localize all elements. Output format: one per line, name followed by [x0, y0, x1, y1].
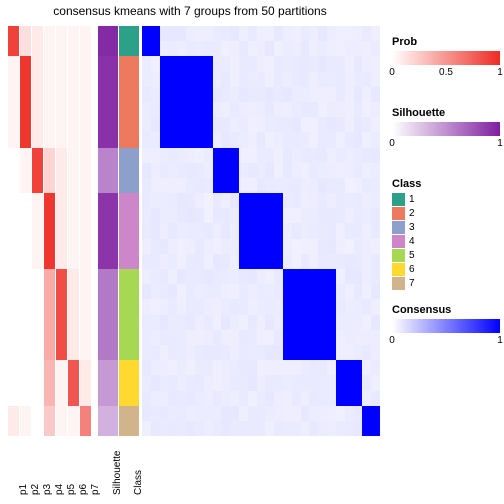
legend-class-item-4: 4 [392, 235, 500, 248]
legend-class-item-6: 6 [392, 263, 500, 276]
legend-sil: Silhouette 01 [392, 107, 500, 164]
legend-tick: 1 [497, 138, 503, 149]
legend-sil-ramp [392, 122, 500, 136]
swatch-icon [392, 235, 405, 248]
xlabel-p4: p4 [54, 484, 65, 495]
legend-class-label: 2 [409, 208, 415, 219]
xlabel-p3: p3 [42, 484, 53, 495]
legend-consensus-ticks: 01 [392, 335, 500, 361]
prob-col-p2 [20, 26, 31, 436]
legend-class-item-1: 1 [392, 193, 500, 206]
consensus-matrix [142, 26, 380, 436]
legend-class-label: 6 [409, 264, 415, 275]
legend-prob: Prob 00.51 [392, 36, 500, 93]
xlabel-silhouette: Silhouette [112, 451, 123, 495]
swatch-icon [392, 277, 405, 290]
swatch-icon [392, 249, 405, 262]
xlabel-p2: p2 [30, 484, 41, 495]
heatmap-panel [8, 26, 380, 436]
prob-col-p5 [56, 26, 67, 436]
legend-tick: 1 [497, 67, 503, 78]
prob-col-p6 [68, 26, 79, 436]
xlabel-class: Class [133, 470, 144, 495]
xlabel-p5: p5 [66, 484, 77, 495]
xlabel-p1: p1 [18, 484, 29, 495]
silhouette-column [98, 26, 118, 436]
legend-panel: Prob 00.51 Silhouette 01 Class 1234567 C… [392, 36, 500, 375]
swatch-icon [392, 193, 405, 206]
legend-class-item-5: 5 [392, 249, 500, 262]
legend-prob-ramp [392, 51, 500, 65]
legend-class-label: 1 [409, 194, 415, 205]
legend-class-title: Class [392, 178, 500, 190]
legend-tick: 0 [389, 67, 395, 78]
prob-col-p3 [32, 26, 43, 436]
swatch-icon [392, 221, 405, 234]
class-column [119, 26, 139, 436]
swatch-icon [392, 207, 405, 220]
legend-class-items: 1 2 3 4 5 6 7 [392, 193, 500, 290]
xlabel-p6: p6 [78, 484, 89, 495]
legend-sil-ticks: 01 [392, 138, 500, 164]
chart-title-text: consensus kmeans with 7 groups from 50 p… [53, 4, 326, 18]
legend-class-label: 7 [409, 278, 415, 289]
legend-sil-title: Silhouette [392, 107, 500, 119]
legend-class-item-3: 3 [392, 221, 500, 234]
legend-prob-ticks: 00.51 [392, 67, 500, 93]
legend-tick: 1 [497, 335, 503, 346]
prob-col-p1 [8, 26, 19, 436]
legend-prob-title: Prob [392, 36, 500, 48]
prob-col-p4 [44, 26, 55, 436]
legend-class-item-7: 7 [392, 277, 500, 290]
legend-class-label: 4 [409, 236, 415, 247]
swatch-icon [392, 263, 405, 276]
legend-tick: 0.5 [439, 67, 453, 78]
legend-class-label: 5 [409, 250, 415, 261]
xlabel-p7: p7 [90, 484, 101, 495]
legend-tick: 0 [389, 335, 395, 346]
prob-col-p7 [80, 26, 91, 436]
legend-class-item-2: 2 [392, 207, 500, 220]
legend-consensus-ramp [392, 319, 500, 333]
legend-consensus: Consensus 01 [392, 304, 500, 361]
chart-title: consensus kmeans with 7 groups from 50 p… [0, 4, 380, 18]
legend-class: Class 1 2 3 4 5 6 7 [392, 178, 500, 290]
legend-consensus-title: Consensus [392, 304, 500, 316]
legend-class-label: 3 [409, 222, 415, 233]
legend-tick: 0 [389, 138, 395, 149]
prob-annotation-columns [8, 26, 92, 436]
